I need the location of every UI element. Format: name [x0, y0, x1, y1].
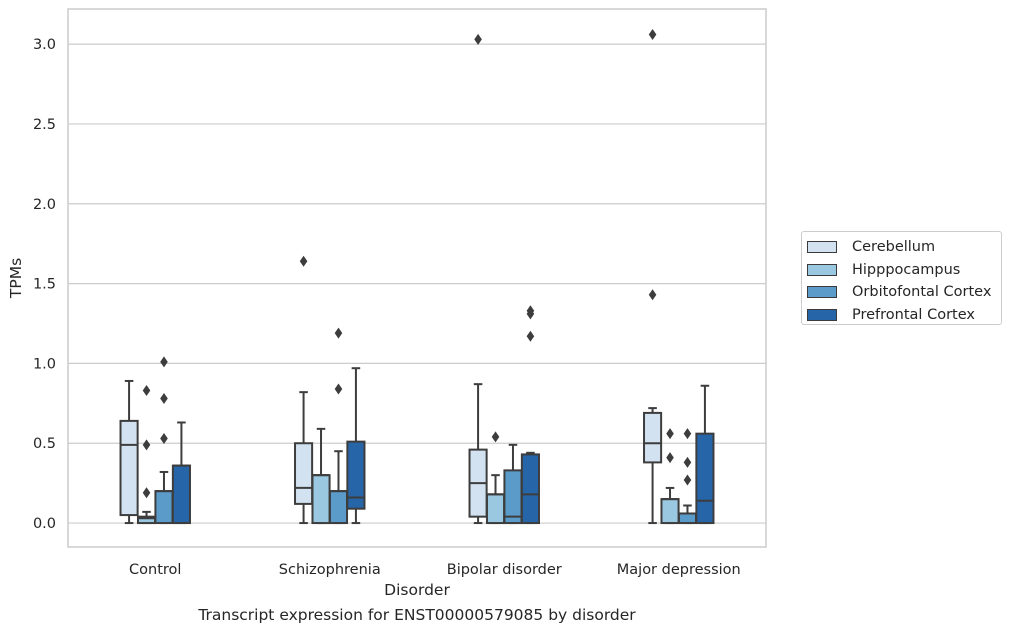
legend-item: Cerebellum — [807, 236, 1001, 259]
legend-item: Hipppocampus — [807, 259, 1001, 282]
y-tick-label: 2.0 — [33, 197, 56, 213]
legend-swatch — [807, 286, 837, 299]
legend-swatch — [807, 241, 837, 254]
box-body — [294, 442, 314, 505]
box-body — [485, 493, 506, 525]
box-hipppocampus — [136, 385, 157, 525]
x-tick-label: Major depression — [617, 562, 741, 578]
y-tick-label: 2.5 — [33, 117, 56, 133]
outlier-point — [474, 33, 482, 45]
box-hipppocampus — [660, 428, 680, 525]
outlier-point — [334, 327, 343, 339]
plot-frame — [67, 8, 767, 548]
box-body — [643, 411, 663, 464]
x-axis-label: Disorder — [384, 581, 450, 599]
outlier-point — [666, 428, 674, 440]
legend-label: Prefrontal Cortex — [852, 306, 975, 323]
box-prefrontal-cortex — [171, 421, 191, 525]
outlier-point — [526, 330, 535, 342]
y-tick-label: 1.5 — [33, 277, 56, 293]
legend-swatch — [807, 308, 837, 321]
box-body — [520, 453, 540, 525]
outlier-point — [142, 439, 151, 451]
outlier-point — [142, 385, 151, 397]
axes: 0.0 0.5 1.0 1.5 2.0 2.5 3.0 TPMs Disorder Control… — [7, 8, 767, 599]
legend-swatch — [807, 263, 837, 276]
box-cerebellum — [294, 255, 314, 525]
figure-caption: Transcript expression for ENST0000057908… — [198, 606, 636, 624]
box-body — [503, 469, 523, 525]
y-tick-label: 0.0 — [33, 516, 56, 532]
plot-area — [119, 29, 715, 525]
outlier-point — [648, 29, 657, 41]
box-cerebellum — [643, 29, 663, 525]
box-body — [328, 490, 349, 525]
box-body — [677, 512, 698, 525]
box-orbitofontal-cortex — [328, 327, 349, 525]
outlier-point — [683, 428, 692, 440]
outlier-point — [299, 255, 308, 267]
outlier-point — [683, 456, 692, 468]
x-tick-label: Schizophrenia — [279, 562, 381, 578]
box-body — [311, 474, 331, 525]
box-hipppocampus — [311, 427, 331, 525]
box-body — [695, 432, 715, 525]
legend: Cerebellum Hipppocampus Orbitofontal Corte… — [801, 231, 1002, 325]
x-tick-label: Control — [129, 562, 181, 578]
outlier-point — [334, 383, 343, 395]
box-body — [154, 490, 174, 525]
gridlines — [68, 43, 766, 524]
y-axis-label: TPMs — [7, 258, 25, 299]
outlier-point — [160, 356, 168, 368]
outlier-point — [491, 431, 500, 443]
outlier-point — [683, 474, 692, 486]
legend-label: Hipppocampus — [852, 261, 961, 278]
box-prefrontal-cortex — [346, 367, 366, 525]
x-tick-label: Bipolar disorder — [447, 562, 562, 578]
box-body — [346, 440, 366, 510]
outlier-point — [142, 487, 151, 499]
box-hipppocampus — [485, 431, 506, 525]
box-body — [660, 498, 680, 525]
box-prefrontal-cortex — [520, 305, 540, 525]
legend-label: Orbitofontal Cortex — [852, 284, 992, 301]
box-orbitofontal-cortex — [503, 443, 523, 525]
outlier-point — [526, 305, 535, 317]
y-tick-label: 1.0 — [33, 356, 56, 372]
legend-item: Prefrontal Cortex — [807, 304, 1001, 327]
outlier-point — [160, 393, 168, 405]
y-tick-label: 0.5 — [33, 436, 56, 452]
box-cerebellum — [468, 33, 488, 525]
box-prefrontal-cortex — [695, 384, 715, 525]
box-cerebellum — [119, 379, 139, 525]
box-orbitofontal-cortex — [677, 428, 698, 525]
box-body — [119, 419, 139, 517]
box-body — [171, 464, 191, 525]
box-orbitofontal-cortex — [154, 356, 174, 525]
legend-label: Cerebellum — [852, 239, 936, 256]
outlier-point — [160, 432, 168, 444]
y-tick-label: 3.0 — [33, 37, 56, 53]
outlier-point — [648, 289, 657, 301]
legend-item: Orbitofontal Cortex — [807, 281, 1001, 304]
outlier-point — [666, 452, 674, 464]
